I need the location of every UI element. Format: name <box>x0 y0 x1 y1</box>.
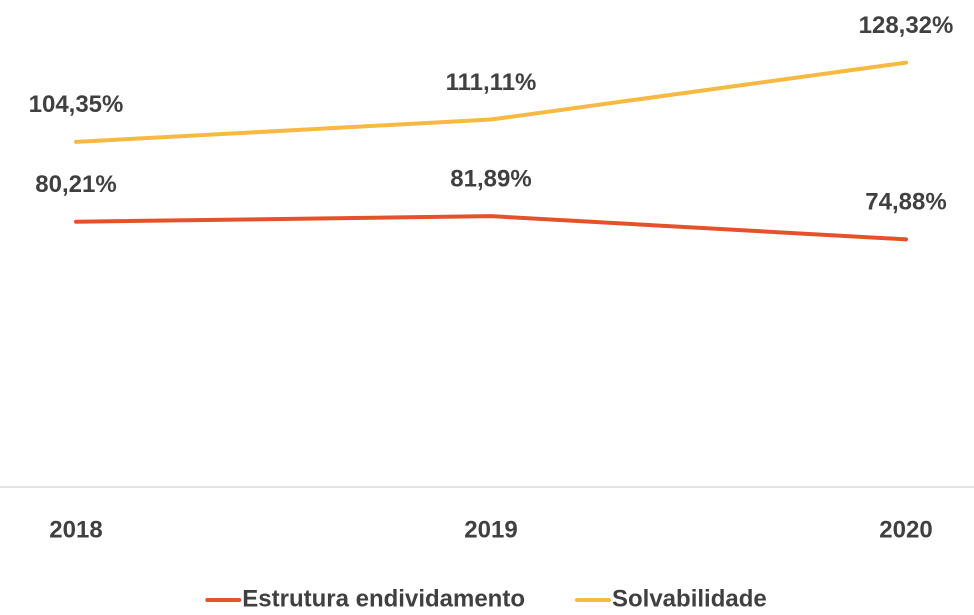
x-tick-label: 2020 <box>879 516 932 543</box>
series-line <box>74 214 908 242</box>
data-label: 104,35% <box>29 91 124 118</box>
data-label: 81,89% <box>450 166 531 193</box>
data-label: 128,32% <box>859 12 954 39</box>
data-label: 80,21% <box>35 171 116 198</box>
x-tick-label: 2019 <box>464 516 517 543</box>
data-label: 74,88% <box>865 189 946 216</box>
legend-label: Estrutura endividamento <box>242 585 525 612</box>
x-tick-label: 2018 <box>49 516 102 543</box>
legend-label: Solvabilidade <box>612 585 767 612</box>
data-label: 111,11% <box>446 69 537 96</box>
series-line <box>74 60 908 144</box>
